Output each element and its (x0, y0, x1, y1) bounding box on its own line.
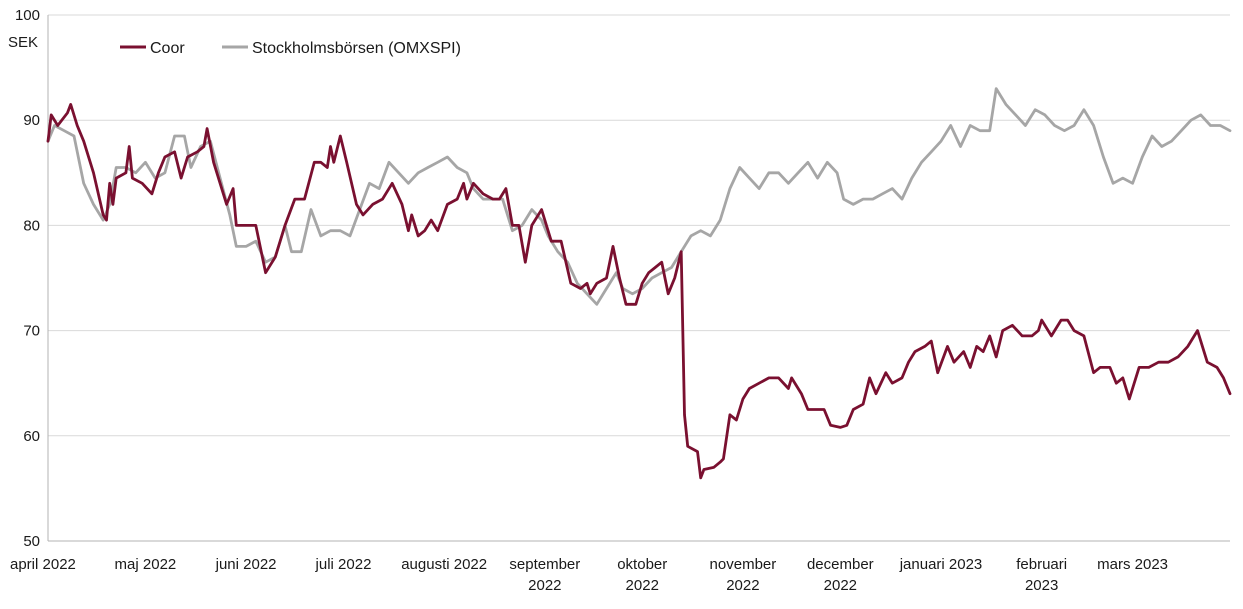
series-line-0 (46, 103, 1232, 480)
x-tick-label: december (807, 556, 874, 573)
x-tick-label: mars 2023 (1097, 556, 1168, 573)
x-tick-label: oktober (617, 556, 667, 573)
x-tick-labels: april 2022 maj 2022 juni 2022 juli 2022 augu… (10, 556, 1168, 594)
x-tick-label: juni 2022 (215, 556, 277, 573)
x-tick-label: 2022 (726, 577, 759, 594)
x-tick-label: 2022 (528, 577, 561, 594)
legend-label-0: Coor (150, 40, 185, 57)
y-tick-label: 70 (23, 323, 40, 340)
legend-label-1: Stockholmsbörsen (OMXSPI) (252, 40, 461, 57)
x-tick-label: augusti 2022 (401, 556, 487, 573)
legend: Coor Stockholmsbörsen (OMXSPI) (120, 40, 461, 57)
x-tick-label: januari 2023 (899, 556, 983, 573)
x-tick-label: 2023 (1025, 577, 1058, 594)
y-tick-label: 60 (23, 428, 40, 445)
y-tick-labels: 50 60 70 80 90 100 (15, 7, 40, 550)
y-tick-label: 90 (23, 112, 40, 129)
x-tick-label: juli 2022 (315, 556, 372, 573)
x-tick-label: april 2022 (10, 556, 76, 573)
x-tick-label: 2022 (824, 577, 857, 594)
x-tick-label: maj 2022 (115, 556, 177, 573)
y-tick-label: 50 (23, 533, 40, 550)
x-tick-label: februari (1016, 556, 1067, 573)
x-tick-label: november (710, 556, 777, 573)
gridlines (48, 14, 1230, 437)
series-lines (46, 87, 1232, 480)
y-tick-label: 80 (23, 217, 40, 234)
axes (47, 15, 1230, 542)
x-tick-label: september (509, 556, 580, 573)
x-tick-label: 2022 (626, 577, 659, 594)
series-line-1 (46, 87, 1232, 306)
y-tick-label: 100 (15, 7, 40, 24)
y-axis-label: SEK (8, 34, 38, 51)
